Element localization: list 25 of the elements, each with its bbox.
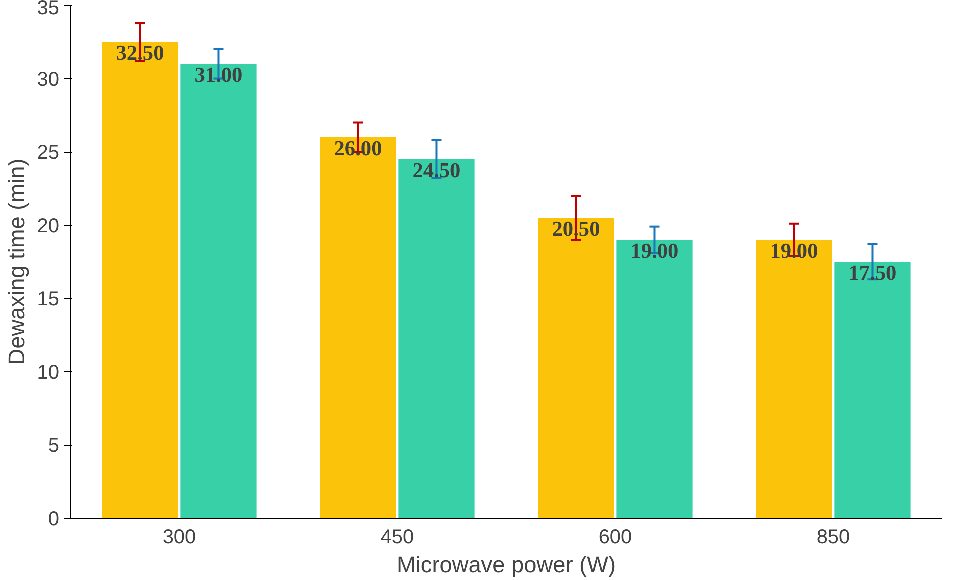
data-label: 26.00 [334, 136, 382, 160]
bar [756, 240, 832, 518]
x-tick-label: 850 [816, 526, 850, 548]
bar [180, 64, 257, 518]
bar [320, 137, 396, 518]
bar [398, 159, 475, 518]
data-label: 31.00 [194, 63, 243, 88]
y-axis-title: Dewaxing time (min) [3, 158, 30, 366]
bar [616, 240, 693, 518]
y-tick-label: 30 [37, 68, 60, 91]
y-tick-label: 20 [37, 215, 60, 238]
y-tick-label: 25 [37, 142, 60, 164]
bar [538, 218, 614, 518]
bar [102, 42, 178, 518]
y-tick-label: 10 [37, 362, 60, 384]
y-tick-label: 0 [48, 508, 60, 530]
data-label: 19.00 [630, 239, 679, 264]
y-tick-label: 5 [48, 435, 60, 458]
x-tick-label: 600 [598, 526, 632, 548]
y-tick-label: 15 [37, 288, 60, 311]
x-tick-label: 450 [380, 526, 414, 548]
y-tick-label: 35 [37, 0, 60, 20]
x-tick-label: 300 [162, 526, 196, 548]
bar [834, 262, 911, 518]
x-axis-title: Microwave power (W) [396, 552, 616, 578]
